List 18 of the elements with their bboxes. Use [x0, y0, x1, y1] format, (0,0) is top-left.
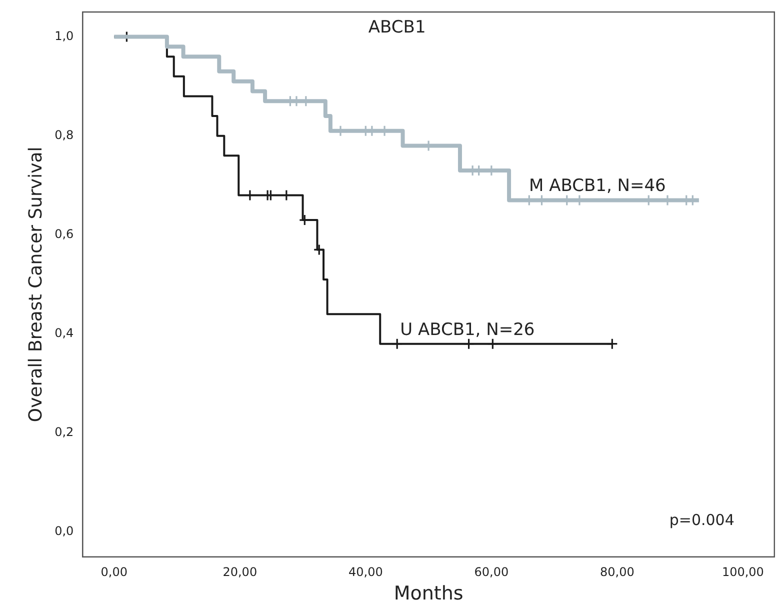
x-axis-title: Months: [394, 582, 464, 605]
series-label: U ABCB1, N=26: [400, 320, 535, 340]
x-tick-label: 60,00: [474, 565, 509, 580]
y-tick-label: 0,4: [54, 326, 74, 340]
chart-title: ABCB1: [368, 17, 426, 38]
x-tick-label: 100,00: [722, 565, 764, 580]
x-tick-label: 40,00: [348, 565, 383, 580]
x-tick-label: 80,00: [600, 565, 634, 580]
x-tick-label: 20,00: [222, 565, 258, 580]
y-tick-label: 1,0: [54, 28, 74, 43]
annotation: p=0.004: [669, 511, 734, 530]
y-axis-title: Overall Breast Cancer Survival: [25, 146, 46, 422]
y-tick-label: 0,6: [54, 227, 74, 241]
y-tick-label: 0,2: [54, 425, 74, 440]
y-tick-label: 0,8: [54, 128, 74, 142]
series-label: M ABCB1, N=46: [529, 176, 666, 196]
y-tick-label: 0,0: [54, 524, 74, 538]
x-tick-label: 0,00: [100, 565, 128, 580]
